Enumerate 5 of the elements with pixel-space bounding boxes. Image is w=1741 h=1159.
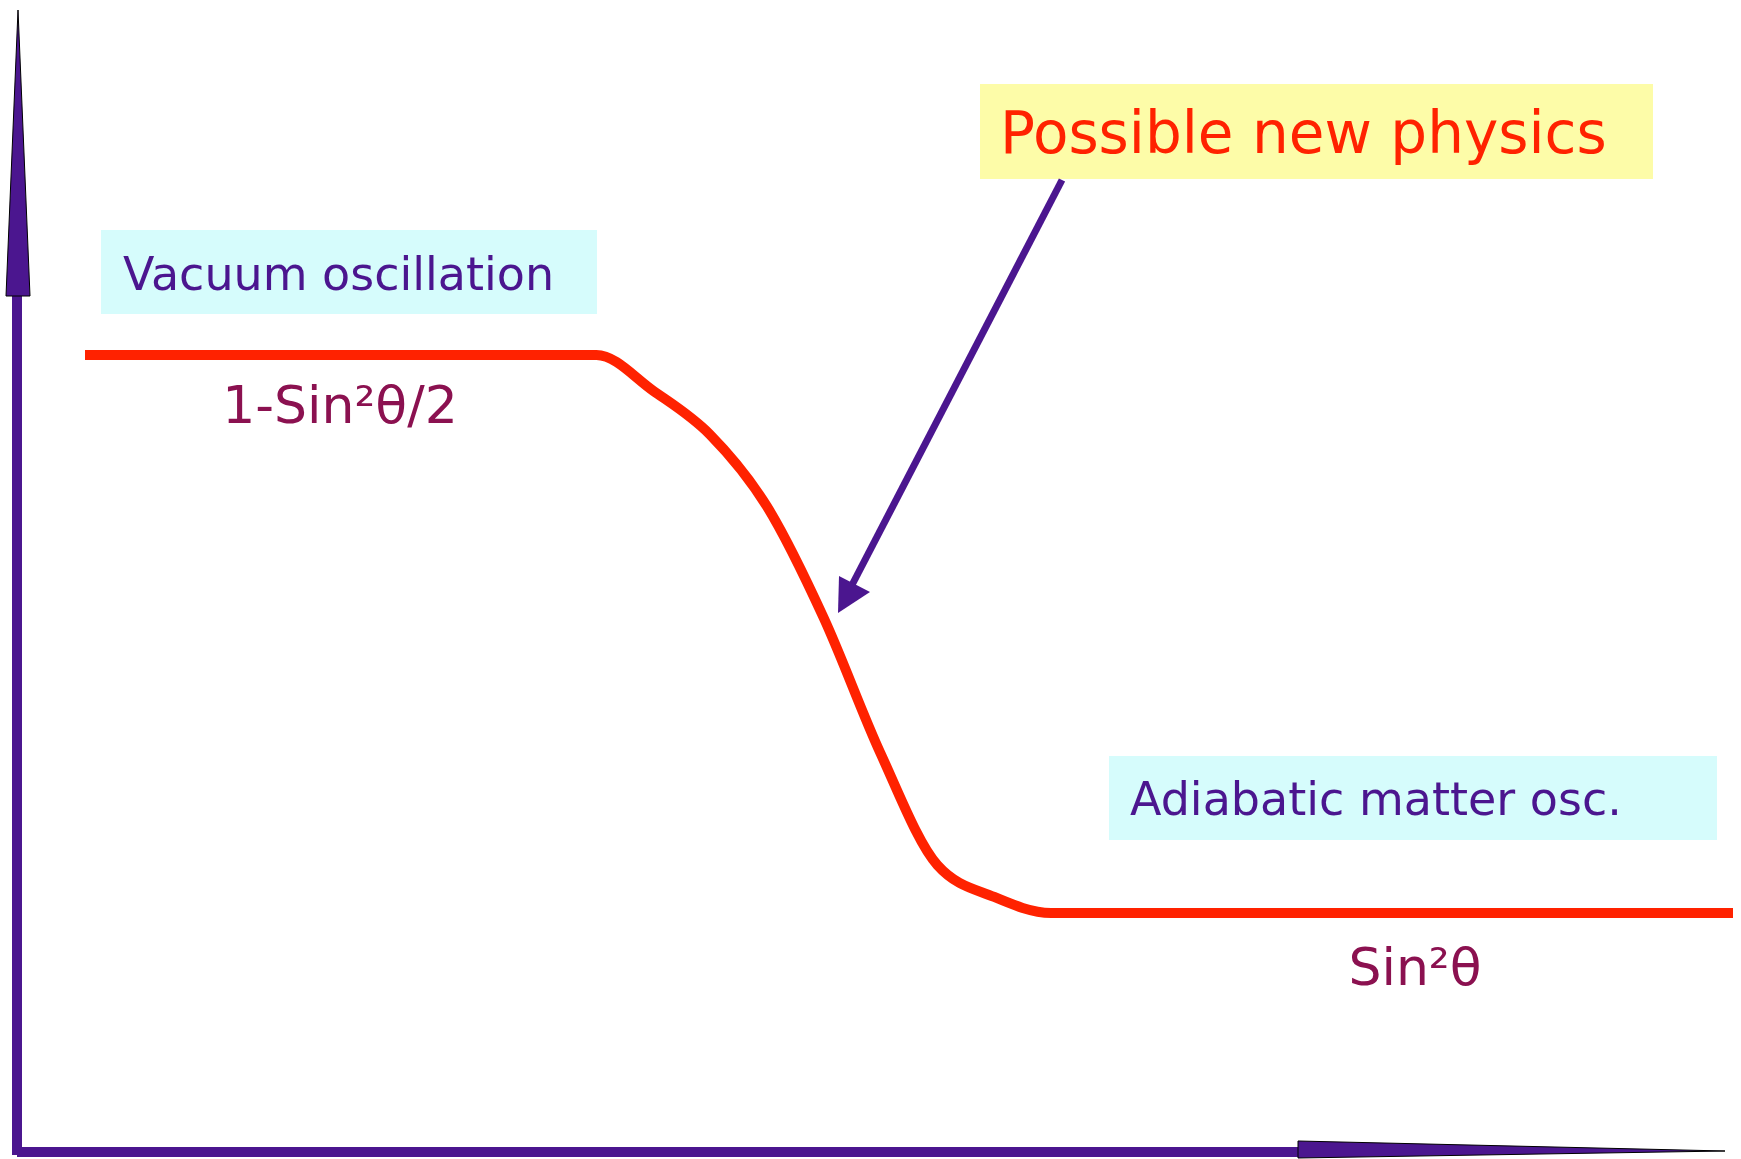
annotation: 1-Sin²θ/2	[222, 375, 458, 435]
text: Possible new physics	[1000, 99, 1607, 167]
annotation: Sin²θ	[1348, 937, 1482, 997]
annotation: Adiabatic matter osc.	[1130, 772, 1622, 826]
text: Vacuum oscillation	[123, 247, 555, 301]
